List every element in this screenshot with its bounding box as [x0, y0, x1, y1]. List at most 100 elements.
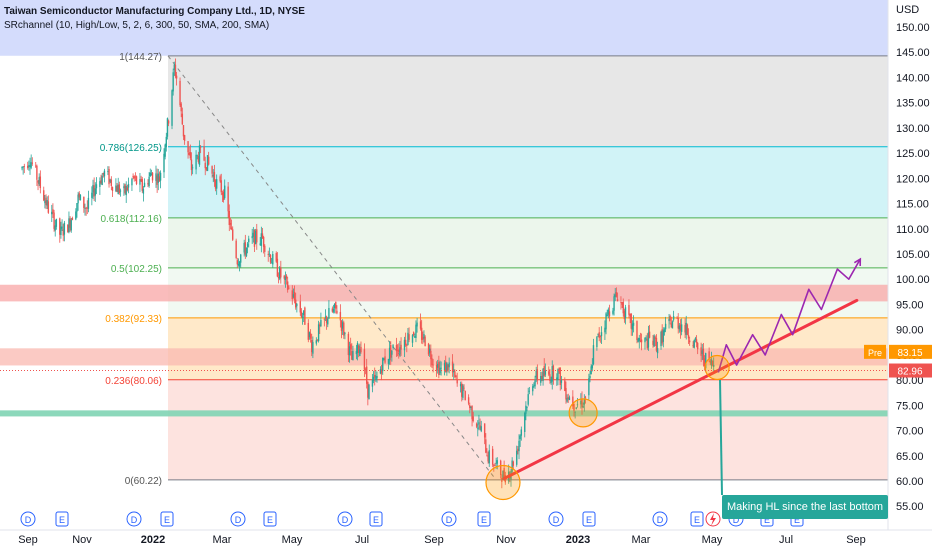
- candle: [461, 381, 463, 402]
- candle: [372, 370, 375, 384]
- candle: [147, 179, 149, 187]
- candle-body: [669, 316, 671, 321]
- candle-body: [455, 375, 457, 378]
- fib-level-label: 0(60.22): [125, 476, 162, 487]
- candle-body: [613, 296, 615, 311]
- candle-body: [142, 188, 145, 194]
- fib-level-label: 1(144.27): [119, 52, 162, 63]
- candle: [328, 300, 330, 319]
- candle: [680, 318, 683, 336]
- candle: [670, 316, 673, 328]
- candle: [110, 176, 113, 191]
- candle-body: [670, 323, 673, 328]
- candle: [324, 309, 327, 322]
- candle: [525, 401, 527, 421]
- candle-body: [541, 375, 543, 379]
- candle-body: [535, 370, 537, 378]
- earnings-marker: [582, 511, 596, 527]
- candle-body: [572, 396, 574, 407]
- candle: [470, 406, 472, 411]
- candle-body: [164, 144, 166, 157]
- candle: [701, 343, 703, 361]
- candle-body: [99, 181, 101, 187]
- candle: [101, 173, 103, 186]
- candle-body: [485, 439, 487, 453]
- candle: [589, 370, 591, 383]
- candle-body: [559, 368, 561, 385]
- annotation-callout[interactable]: Making HL since the last bottom: [722, 495, 888, 519]
- candle-body: [440, 367, 442, 369]
- candle: [175, 71, 178, 86]
- candle-body: [656, 348, 659, 354]
- candle-body: [696, 342, 699, 350]
- candle-body: [180, 103, 182, 112]
- price-axis-currency: USD: [896, 4, 919, 16]
- candle-body: [151, 172, 154, 181]
- candle: [467, 394, 470, 406]
- candle-body: [375, 376, 377, 381]
- candle: [277, 272, 280, 284]
- candle-body: [36, 165, 38, 180]
- candle-body: [621, 302, 623, 305]
- price-tick-label: 140.00: [896, 72, 930, 84]
- candle-body: [567, 397, 569, 399]
- candle-body: [46, 199, 48, 206]
- candle-body: [480, 426, 482, 432]
- candle-body: [491, 448, 494, 465]
- candle-body: [451, 361, 454, 373]
- candle-body: [604, 327, 606, 333]
- fib-level-label: 0.5(102.25): [111, 264, 162, 275]
- candle: [270, 257, 273, 264]
- candle: [37, 180, 39, 191]
- candle-body: [501, 477, 503, 482]
- candle-body: [207, 156, 210, 165]
- candle: [197, 151, 200, 164]
- candle: [556, 373, 558, 386]
- candle: [415, 320, 417, 343]
- candle-body: [37, 180, 39, 183]
- candle: [27, 161, 29, 170]
- candle: [180, 101, 182, 118]
- candle: [491, 446, 494, 468]
- candle: [583, 394, 585, 412]
- candle: [423, 330, 425, 343]
- candle-body: [695, 339, 698, 343]
- candle-body: [254, 231, 257, 244]
- candle: [672, 310, 675, 322]
- candle: [454, 369, 456, 378]
- candle: [245, 247, 248, 258]
- candle: [612, 307, 614, 316]
- candle: [238, 260, 241, 272]
- price-tick-label: 75.00: [896, 400, 924, 412]
- fib-level-label: 0.786(126.25): [100, 143, 162, 154]
- candle: [115, 178, 117, 193]
- candle: [419, 313, 422, 331]
- candle-body: [304, 307, 306, 325]
- candle-body: [286, 281, 289, 290]
- candle: [671, 320, 674, 329]
- candle: [303, 310, 305, 322]
- candle-body: [518, 440, 520, 452]
- candle-body: [309, 333, 312, 339]
- candle: [228, 204, 230, 232]
- candle-body: [320, 320, 322, 327]
- candle: [67, 224, 69, 233]
- candle: [254, 228, 257, 245]
- candle: [543, 358, 545, 378]
- candle: [79, 194, 82, 201]
- candle: [84, 203, 86, 216]
- last-price-label: 82.96: [897, 367, 922, 378]
- candle: [623, 308, 626, 323]
- candle: [317, 320, 320, 343]
- marked-low-circle: [568, 398, 598, 428]
- candle: [686, 323, 689, 336]
- candle-body: [47, 201, 50, 213]
- pre-badge-label: Pre: [868, 348, 882, 358]
- candle: [187, 141, 189, 159]
- event-marker-label: D: [553, 515, 560, 525]
- candle-body: [276, 258, 279, 277]
- candle-body: [653, 335, 655, 347]
- candle: [229, 217, 232, 230]
- candle-body: [75, 211, 77, 220]
